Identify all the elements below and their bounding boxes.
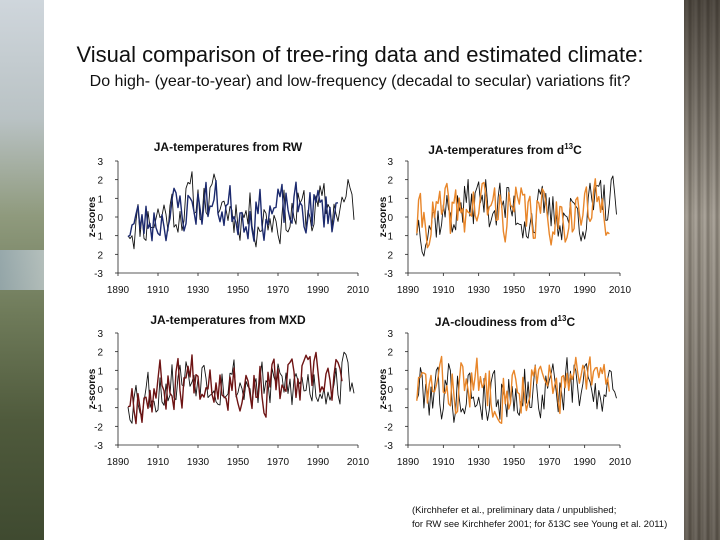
series-line-estimated-ja-temperature [127, 171, 355, 250]
y-tick-label: 0 [97, 213, 103, 224]
chart-panel-2: 3 2 1 0 1 2 -3 1890 1910 1930 1950 1970 1990 2010 z-sc… [378, 142, 632, 296]
y-tick-label: 1 [387, 194, 393, 205]
slide-subtitle: Do high- (year-to-year) and low-frequenc… [89, 73, 631, 90]
chart-title: JA-temperatures from d13C [428, 142, 582, 157]
x-tick-label: 1930 [468, 457, 491, 468]
x-tick-label: 1970 [267, 285, 290, 296]
bark-photo-shade [684, 0, 720, 540]
y-tick-label: 2 [97, 176, 103, 187]
x-tick-label: 1970 [538, 457, 561, 468]
y-tick-label: 1 [387, 232, 393, 243]
x-tick-label: 1970 [538, 285, 561, 296]
y-tick-label: -3 [384, 441, 393, 452]
y-tick-label: 1 [97, 194, 103, 205]
x-tick-label: 1990 [307, 457, 330, 468]
x-tick-label: 1950 [227, 457, 250, 468]
x-tick-label: 2010 [347, 285, 370, 296]
y-tick-label: -2 [384, 422, 393, 433]
y-tick-label: 3 [387, 329, 393, 340]
y-tick-label: 0 [387, 213, 393, 224]
y-tick-label: 3 [387, 157, 393, 168]
y-tick-label: 2 [97, 250, 103, 261]
y-tick-label: 2 [387, 176, 393, 187]
x-tick-label: 1910 [147, 457, 170, 468]
x-tick-label: 1950 [503, 285, 526, 296]
chart-panel-3: 3 2 1 0 -1 -2 -3 1890 1910 1930 1950 1970 1990 2010 z-… [87, 313, 370, 468]
y-tick-label: -3 [94, 269, 103, 280]
y-tick-label: 2 [97, 348, 103, 359]
y-axis-label: z-scores [378, 196, 389, 237]
series-line-mxd [127, 351, 343, 425]
series-line-estimated-ja-temperature [127, 351, 355, 424]
chart-title: JA-temperatures from MXD [150, 313, 306, 327]
x-tick-label: 1930 [187, 457, 210, 468]
x-tick-label: 1890 [107, 285, 130, 296]
y-tick-label: 2 [387, 250, 393, 261]
y-tick-label: 3 [97, 157, 103, 168]
x-tick-label: 1890 [397, 457, 420, 468]
x-tick-label: 1930 [468, 285, 491, 296]
slide-panel [44, 0, 684, 540]
y-tick-label: -2 [94, 422, 103, 433]
chart-title: JA-cloudiness from d13C [435, 314, 576, 329]
citation-line-1: (Kirchhefer et al., preliminary data / u… [412, 505, 617, 516]
series-line-estimated-ja-temperature [416, 175, 617, 257]
y-tick-label: 1 [97, 366, 103, 377]
y-tick-label: 3 [97, 329, 103, 340]
series-line-d13c [416, 178, 610, 249]
lake-photo-detail [0, 250, 44, 290]
citation: (Kirchhefer et al., preliminary data / u… [412, 504, 667, 532]
y-tick-label: 1 [387, 366, 393, 377]
y-tick-label: 1 [97, 232, 103, 243]
y-axis-label: z-scores [87, 196, 98, 237]
x-tick-label: 2010 [347, 457, 370, 468]
x-tick-label: 1990 [307, 285, 330, 296]
series-line-d13c [416, 355, 611, 424]
y-tick-label: 2 [387, 348, 393, 359]
x-tick-label: 1890 [107, 457, 130, 468]
x-tick-label: 2010 [609, 285, 632, 296]
y-axis-label: z-scores [378, 368, 389, 409]
x-tick-label: 1890 [397, 285, 420, 296]
series-line-estimated-ja-cloudiness [416, 357, 617, 423]
y-tick-label: -1 [384, 404, 393, 415]
slide-title: Visual comparison of tree-ring data and … [76, 42, 644, 67]
y-tick-label: -3 [384, 269, 393, 280]
y-tick-label: -1 [94, 404, 103, 415]
y-tick-label: 0 [97, 385, 103, 396]
x-tick-label: 1970 [267, 457, 290, 468]
x-tick-label: 1950 [503, 457, 526, 468]
y-tick-label: 0 [387, 385, 393, 396]
chart-title: JA-temperatures from RW [154, 140, 303, 154]
chart-panel-4: 3 2 1 0 -1 -2 -3 1890 1910 1930 1950 1970 1990 2010 z-… [378, 314, 632, 468]
x-tick-label: 1990 [574, 285, 597, 296]
series-line-rw [127, 179, 339, 242]
y-tick-label: -3 [94, 441, 103, 452]
x-tick-label: 2010 [609, 457, 632, 468]
chart-panel-1: 3 2 1 0 1 2 -3 1890 1910 1930 1950 1970 1990 2010 z-sc… [87, 140, 370, 296]
x-tick-label: 1910 [432, 457, 455, 468]
x-tick-label: 1910 [432, 285, 455, 296]
citation-line-2: for RW see Kirchhefer 2001; for δ13C see… [412, 519, 668, 530]
x-tick-label: 1930 [187, 285, 210, 296]
y-axis-label: z-scores [87, 368, 98, 409]
x-tick-label: 1910 [147, 285, 170, 296]
x-tick-label: 1990 [574, 457, 597, 468]
x-tick-label: 1950 [227, 285, 250, 296]
